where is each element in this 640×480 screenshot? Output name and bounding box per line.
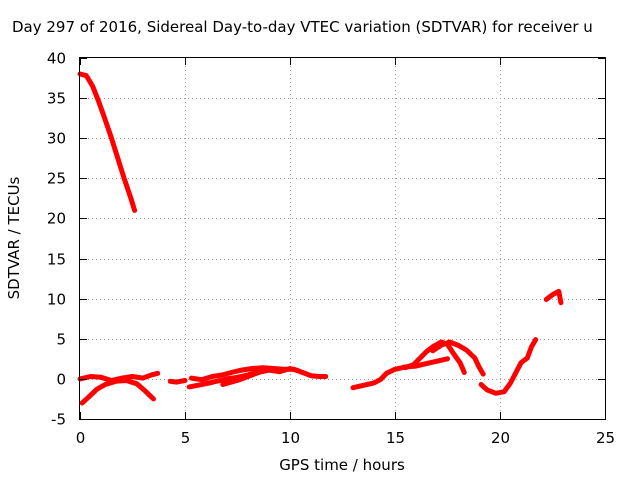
y-tick-label: 40: [47, 50, 66, 68]
series-trace-4: [167, 378, 188, 385]
series-trace-3: [77, 370, 161, 383]
y-tick-label: 0: [56, 371, 66, 389]
series-trace-2: [79, 378, 156, 406]
series-trace-12: [543, 288, 564, 306]
y-tick-label: 30: [47, 130, 66, 148]
series-trace-7: [220, 366, 301, 387]
y-tick-label: 5: [56, 331, 66, 349]
x-tick-label: 20: [491, 429, 510, 447]
x-tick-label: 0: [76, 429, 86, 447]
series-trace-1: [77, 71, 138, 213]
y-tick-label: 15: [47, 251, 66, 269]
series-layer: [77, 71, 564, 406]
series-trace-11: [478, 337, 539, 396]
plot-frame: [79, 57, 606, 420]
y-tick-label: 35: [47, 90, 66, 108]
x-tick-label: 10: [281, 429, 300, 447]
grid: [80, 58, 605, 419]
series-trace-8: [350, 356, 450, 391]
x-tick-label: 5: [181, 429, 191, 447]
series-trace-6: [188, 365, 329, 383]
y-tick-label: 20: [47, 210, 66, 228]
x-tick-label: 25: [596, 429, 615, 447]
x-tick-label: 15: [386, 429, 405, 447]
ticks: [80, 58, 606, 420]
series-trace-9: [403, 339, 467, 375]
y-axis-label: SDTVAR / TECUs: [5, 176, 23, 299]
y-tick-label: 10: [47, 291, 66, 309]
x-tick-labels: 0 5 10 15 20 25: [76, 429, 615, 447]
y-tick-label: -5: [51, 411, 66, 429]
series-trace-10: [430, 339, 486, 377]
chart-title: Day 297 of 2016, Sidereal Day-to-day VTE…: [12, 18, 593, 36]
y-tick-label: 25: [47, 170, 66, 188]
y-tick-labels: -5 0 5 10 15 20 25 30 35 40: [47, 50, 66, 429]
x-axis-label: GPS time / hours: [279, 456, 405, 474]
